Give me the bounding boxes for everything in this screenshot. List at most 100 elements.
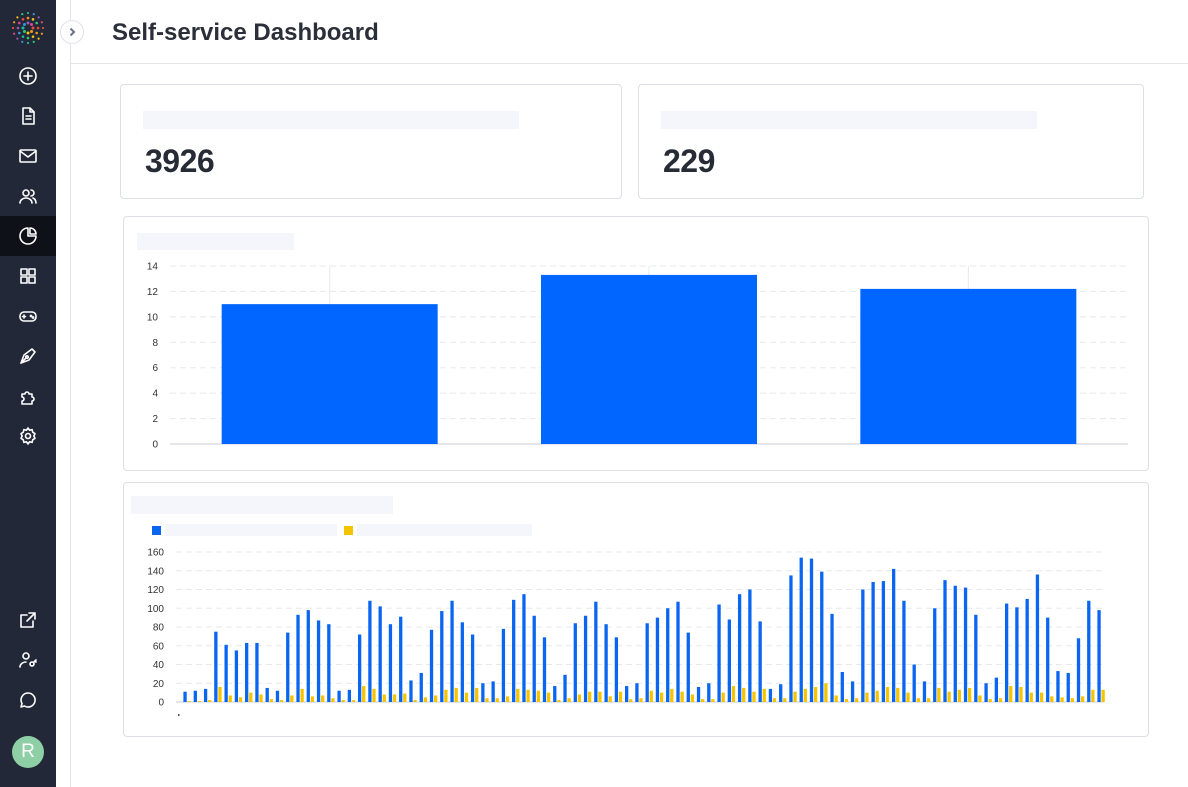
sidebar-item-puzzle[interactable]: [0, 376, 56, 416]
bar-series-2[interactable]: [649, 690, 653, 702]
bar-series-2[interactable]: [577, 694, 582, 703]
bar-series-1[interactable]: [922, 681, 927, 702]
bar-series-1[interactable]: [399, 616, 403, 702]
bar-series-1[interactable]: [717, 604, 721, 703]
bar-series-2[interactable]: [588, 691, 592, 702]
bar-series-1[interactable]: [1066, 672, 1070, 702]
bar-series-2[interactable]: [844, 699, 849, 702]
bar-series-2[interactable]: [372, 688, 376, 702]
bar-series-2[interactable]: [618, 691, 623, 702]
sidebar-item-pie-chart[interactable]: [0, 216, 56, 256]
bar[interactable]: [860, 288, 1077, 444]
bar-series-1[interactable]: [306, 610, 310, 702]
bar-series-2[interactable]: [731, 686, 736, 702]
bar-series-1[interactable]: [193, 690, 197, 702]
bar-series-1[interactable]: [532, 615, 536, 702]
bar-series-2[interactable]: [1091, 689, 1095, 702]
sidebar-item-users[interactable]: [0, 176, 56, 216]
bar-series-2[interactable]: [803, 688, 807, 702]
bar-series-1[interactable]: [779, 684, 783, 702]
bar-series-2[interactable]: [536, 690, 540, 702]
bar-series-2[interactable]: [279, 700, 284, 702]
bar-series-1[interactable]: [892, 568, 896, 702]
bar-series-1[interactable]: [183, 691, 187, 702]
bar-series-2[interactable]: [290, 695, 294, 702]
bar-series-2[interactable]: [567, 698, 571, 702]
bar-series-1[interactable]: [594, 601, 598, 702]
bar-series-2[interactable]: [475, 687, 479, 702]
bar-series-2[interactable]: [197, 701, 202, 702]
bar-series-1[interactable]: [850, 681, 855, 702]
bar-series-1[interactable]: [234, 650, 239, 702]
bar-series-1[interactable]: [737, 594, 742, 702]
bar-series-1[interactable]: [758, 621, 762, 702]
sidebar-item-settings[interactable]: [0, 416, 56, 456]
bar-series-1[interactable]: [902, 600, 906, 702]
bar-series-2[interactable]: [485, 698, 489, 702]
bar-series-1[interactable]: [286, 632, 290, 702]
sidebar-item-mail[interactable]: [0, 136, 56, 176]
bar-series-2[interactable]: [937, 687, 941, 702]
sidebar-item-grid[interactable]: [0, 256, 56, 296]
bar-series-1[interactable]: [357, 634, 362, 703]
bar-series-2[interactable]: [228, 695, 232, 702]
bar-series-1[interactable]: [203, 688, 208, 702]
bar-series-1[interactable]: [871, 582, 875, 702]
bar-series-2[interactable]: [690, 694, 695, 703]
bar-series-2[interactable]: [813, 687, 818, 702]
bar-series-1[interactable]: [450, 600, 454, 702]
bar-series-2[interactable]: [875, 690, 879, 702]
bar-series-1[interactable]: [604, 624, 608, 702]
bar-series-1[interactable]: [645, 623, 649, 702]
bar-series-1[interactable]: [563, 674, 567, 702]
bar[interactable]: [541, 274, 757, 444]
bar-series-1[interactable]: [460, 622, 464, 702]
bar-series-1[interactable]: [1035, 574, 1040, 703]
bar-series-1[interactable]: [419, 672, 423, 702]
bar-series-1[interactable]: [881, 581, 886, 702]
bar-series-2[interactable]: [444, 689, 448, 702]
bar-series-2[interactable]: [249, 692, 253, 702]
bar-series-1[interactable]: [686, 632, 690, 702]
bar-series-2[interactable]: [824, 683, 828, 702]
bar-series-2[interactable]: [762, 688, 766, 702]
bar-series-1[interactable]: [655, 617, 660, 702]
bar-series-1[interactable]: [1087, 600, 1091, 702]
bar-series-2[interactable]: [505, 696, 510, 702]
bar-series-1[interactable]: [676, 601, 680, 702]
bar-series-1[interactable]: [388, 624, 393, 702]
bar-series-2[interactable]: [680, 691, 684, 702]
sidebar-item-plus-circle[interactable]: [0, 56, 56, 96]
bar-series-1[interactable]: [275, 690, 280, 702]
bar-series-1[interactable]: [1056, 671, 1060, 702]
bar-series-2[interactable]: [259, 694, 263, 703]
bar-series-2[interactable]: [865, 692, 869, 702]
bar-series-2[interactable]: [516, 688, 520, 702]
bar-series-1[interactable]: [707, 683, 711, 702]
bar-series-2[interactable]: [1039, 692, 1044, 702]
bar-series-1[interactable]: [316, 620, 321, 702]
bar-series-2[interactable]: [885, 687, 890, 702]
bar-series-1[interactable]: [614, 637, 619, 702]
bar-series-2[interactable]: [546, 692, 551, 702]
bar-series-2[interactable]: [1019, 687, 1023, 702]
bar-series-1[interactable]: [809, 558, 814, 702]
bar-series-2[interactable]: [752, 691, 756, 702]
bar-series-2[interactable]: [896, 687, 900, 702]
bar-series-2[interactable]: [793, 691, 797, 702]
bar-series-2[interactable]: [711, 699, 715, 702]
bar-series-1[interactable]: [789, 575, 793, 702]
bar-series-1[interactable]: [768, 688, 773, 702]
bar-series-1[interactable]: [1025, 598, 1029, 702]
bar-series-2[interactable]: [351, 700, 356, 702]
bar-series-2[interactable]: [916, 698, 920, 702]
bar-series-1[interactable]: [1015, 607, 1019, 702]
bar-series-2[interactable]: [1009, 686, 1013, 702]
bar-series-1[interactable]: [327, 624, 331, 702]
bar-series-1[interactable]: [583, 615, 588, 702]
bar-series-2[interactable]: [659, 692, 664, 702]
bar-series-1[interactable]: [984, 683, 988, 702]
bar-series-2[interactable]: [218, 687, 222, 702]
bar-series-1[interactable]: [214, 631, 218, 702]
bar-series-1[interactable]: [666, 608, 670, 702]
